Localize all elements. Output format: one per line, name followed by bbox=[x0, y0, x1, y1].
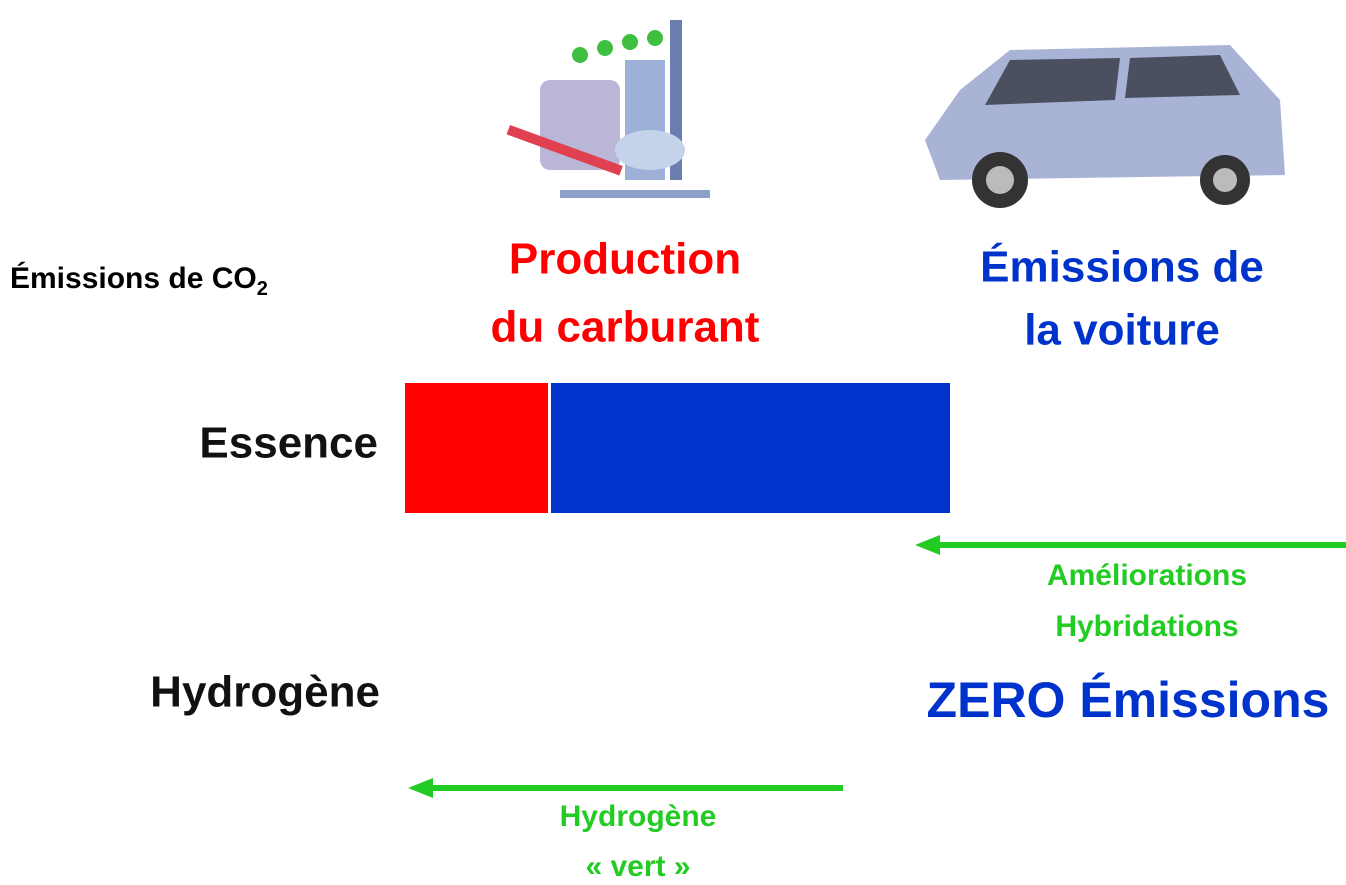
car-illustration bbox=[925, 45, 1285, 208]
column-title: Production bbox=[509, 235, 741, 284]
row-label: Hydrogène bbox=[150, 668, 380, 717]
column-title: la voiture bbox=[1024, 306, 1220, 355]
annotation: Améliorations bbox=[1047, 559, 1247, 592]
annotation: « vert » bbox=[585, 850, 690, 883]
vehicle-segment bbox=[551, 383, 950, 513]
arrow bbox=[915, 535, 1346, 555]
factory-illustration bbox=[507, 20, 710, 198]
column-title: Émissions de bbox=[980, 242, 1264, 292]
slide: Émissions de CO2 Production du carburant… bbox=[0, 0, 1346, 885]
annotation: Hybridations bbox=[1055, 610, 1238, 643]
row-label: Essence bbox=[199, 419, 378, 468]
row-result: ZERO Émissions bbox=[927, 672, 1330, 728]
axis-label: Émissions de CO2 bbox=[10, 261, 268, 300]
production-segment bbox=[405, 383, 548, 513]
annotation: Hydrogène bbox=[560, 800, 717, 833]
column-title: du carburant bbox=[491, 303, 760, 352]
arrow bbox=[408, 778, 843, 798]
